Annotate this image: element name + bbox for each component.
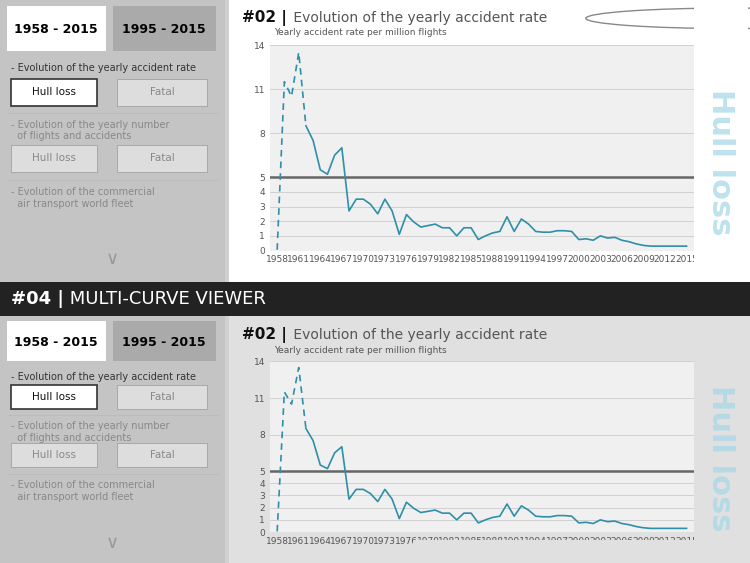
Bar xyxy=(117,79,207,106)
Text: - Evolution of the yearly accident rate: - Evolution of the yearly accident rate xyxy=(11,372,196,382)
Text: #02 |: #02 | xyxy=(242,10,286,26)
Text: 1958 - 2015: 1958 - 2015 xyxy=(14,23,98,36)
Text: Hull loss: Hull loss xyxy=(706,385,735,532)
Bar xyxy=(11,145,97,172)
Text: Evolution of the yearly accident rate: Evolution of the yearly accident rate xyxy=(289,328,547,342)
Bar xyxy=(117,145,207,172)
Text: - Evolution of the commercial
  air transport world fleet: - Evolution of the commercial air transp… xyxy=(11,480,155,502)
Text: - Evolution of the yearly number
  of flights and accidents: - Evolution of the yearly number of flig… xyxy=(11,120,170,141)
Text: Fatal: Fatal xyxy=(149,450,174,460)
Bar xyxy=(117,444,207,467)
Text: - Evolution of the yearly number
  of flights and accidents: - Evolution of the yearly number of flig… xyxy=(11,421,170,443)
Text: Yearly accident rate per million flights: Yearly accident rate per million flights xyxy=(274,28,447,37)
Text: Evolution of the yearly accident rate: Evolution of the yearly accident rate xyxy=(289,11,547,25)
Bar xyxy=(11,386,97,409)
Text: 1958 - 2015: 1958 - 2015 xyxy=(14,336,98,349)
Text: MULTI-CURVE VIEWER: MULTI-CURVE VIEWER xyxy=(64,290,266,308)
Bar xyxy=(117,386,207,409)
Text: - Evolution of the commercial
  air transport world fleet: - Evolution of the commercial air transp… xyxy=(11,187,155,209)
Bar xyxy=(7,6,106,51)
Text: 1995 - 2015: 1995 - 2015 xyxy=(122,23,206,36)
Text: ∨: ∨ xyxy=(106,534,119,552)
Bar xyxy=(11,79,97,106)
Text: ∨: ∨ xyxy=(106,250,119,268)
Bar xyxy=(11,444,97,467)
Text: Fatal: Fatal xyxy=(149,87,174,97)
Bar xyxy=(112,321,216,361)
Text: #02 |: #02 | xyxy=(242,327,286,343)
Text: Hull loss: Hull loss xyxy=(706,89,735,236)
Text: #04 |: #04 | xyxy=(11,290,64,308)
Text: Hull loss: Hull loss xyxy=(32,392,76,403)
Text: Fatal: Fatal xyxy=(149,154,174,163)
Bar xyxy=(112,6,216,51)
Bar xyxy=(7,321,106,361)
Text: Hull loss: Hull loss xyxy=(32,154,76,163)
Text: Yearly accident rate per million flights: Yearly accident rate per million flights xyxy=(274,346,447,355)
Text: Hull loss: Hull loss xyxy=(32,87,76,97)
Text: ⌂: ⌂ xyxy=(727,11,736,26)
Text: - Evolution of the yearly accident rate: - Evolution of the yearly accident rate xyxy=(11,63,196,73)
Text: 1995 - 2015: 1995 - 2015 xyxy=(122,336,206,349)
Text: Fatal: Fatal xyxy=(149,392,174,403)
Text: Hull loss: Hull loss xyxy=(32,450,76,460)
